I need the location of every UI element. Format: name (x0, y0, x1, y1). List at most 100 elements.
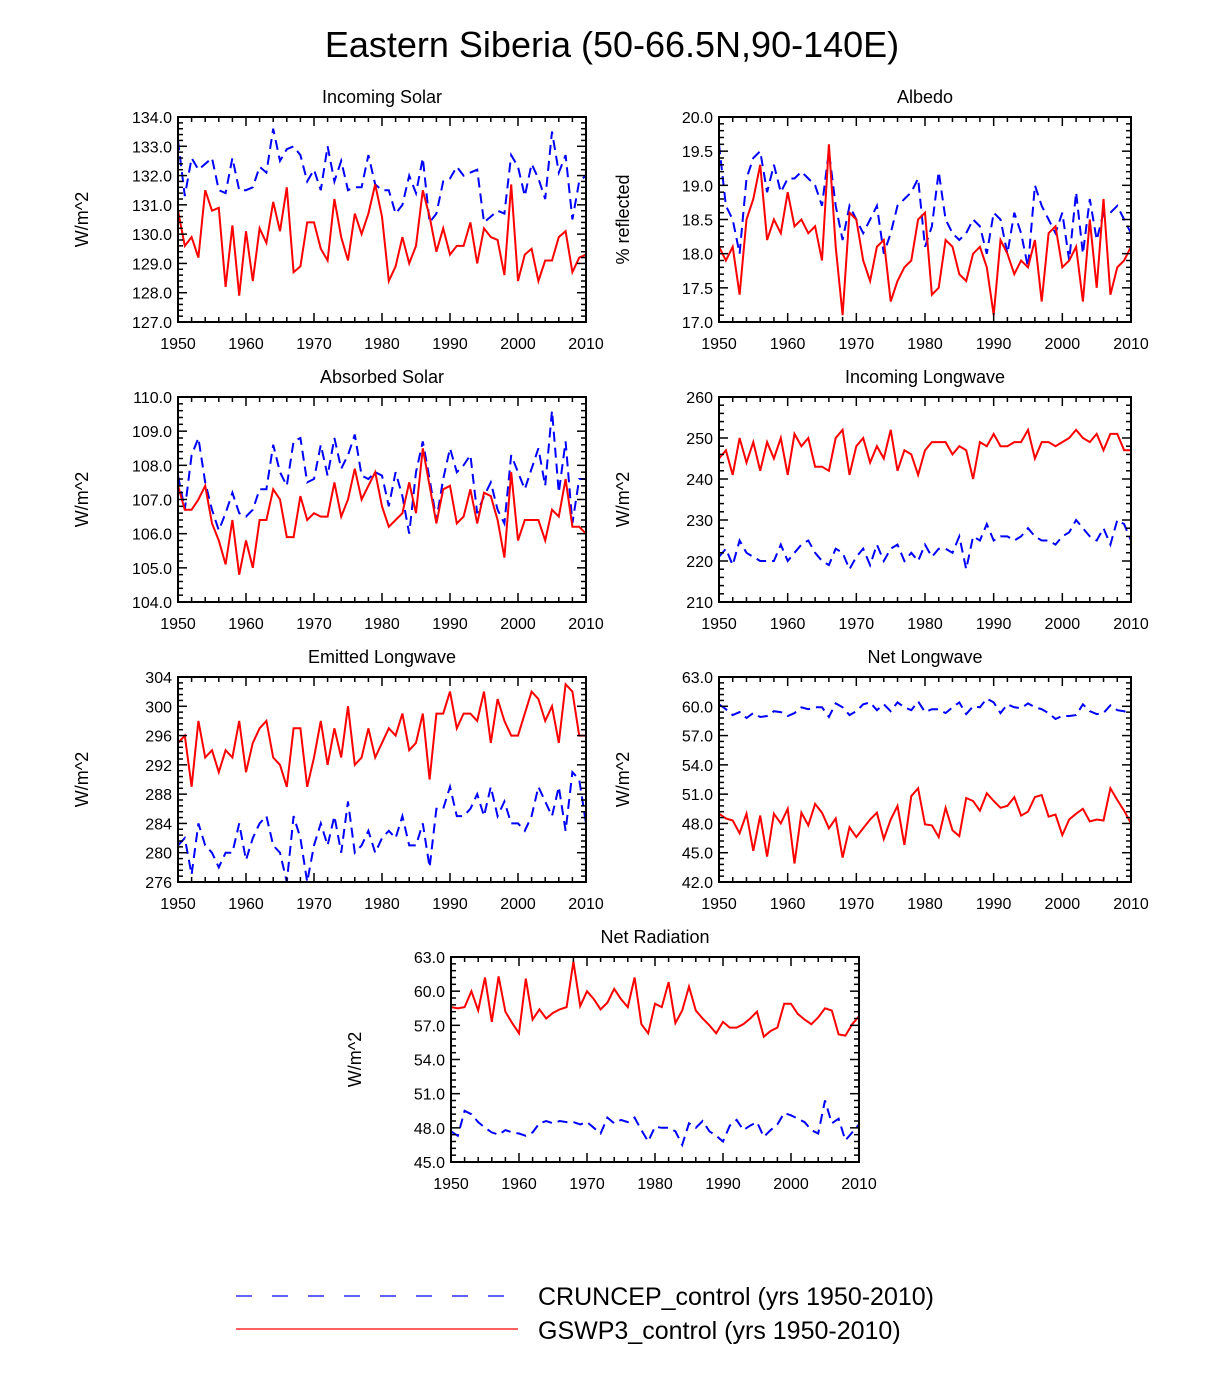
x-tick-label: 1990 (976, 616, 1012, 633)
y-tick-label: 230 (686, 513, 713, 530)
x-tick-label: 2010 (1113, 896, 1149, 913)
y-tick-label: 54.0 (682, 758, 713, 775)
x-tick-label: 1960 (228, 336, 264, 353)
y-tick-label: 45.0 (682, 846, 713, 863)
y-tick-label: 57.0 (682, 729, 713, 746)
y-axis-label: W/m^2 (345, 1032, 365, 1087)
x-tick-label: 1970 (839, 896, 875, 913)
y-axis-label: W/m^2 (72, 192, 92, 247)
y-tick-label: 304 (145, 670, 172, 687)
x-tick-label: 2010 (1113, 616, 1149, 633)
y-axis-label: % reflected (613, 174, 633, 264)
series-line-gswp3-control (178, 448, 586, 575)
panel: 1950 1960 1970 1980 1990 2000 2010 42.0 45.0 48.0… (613, 647, 1149, 913)
y-tick-label: 60.0 (682, 699, 713, 716)
x-tick-label: 2010 (841, 1176, 877, 1193)
series-line-cruncep-control (451, 1100, 859, 1148)
panel: 1950 1960 1970 1980 1990 2000 2010 210 220 230 240… (613, 367, 1149, 633)
plot-frame (718, 676, 1132, 883)
series-line-cruncep-control (719, 144, 1131, 268)
series-line-cruncep-control (178, 128, 586, 225)
x-tick-label: 2000 (773, 1176, 809, 1193)
y-tick-label: 127.0 (132, 315, 172, 332)
y-tick-label: 276 (145, 875, 172, 892)
x-tick-label: 1960 (770, 336, 806, 353)
x-tick-label: 2010 (568, 896, 604, 913)
panel: 1950 1960 1970 1980 1990 2000 2010 104.0 105.0 10… (72, 367, 604, 633)
x-tick-label: 1980 (364, 616, 400, 633)
panel-title: Net Radiation (600, 927, 709, 947)
y-tick-label: 130.0 (132, 227, 172, 244)
y-tick-label: 110.0 (133, 390, 172, 407)
legend: CRUNCEP_control (yrs 1950-2010) GSWP3_co… (236, 1283, 934, 1345)
x-tick-label: 1950 (701, 336, 737, 353)
x-tick-label: 1980 (907, 616, 943, 633)
x-tick-label: 1990 (976, 336, 1012, 353)
y-tick-label: 51.0 (414, 1087, 445, 1104)
y-axis-label: W/m^2 (613, 752, 633, 807)
x-tick-label: 1950 (160, 336, 196, 353)
x-tick-label: 1990 (705, 1176, 741, 1193)
x-tick-label: 2010 (1113, 336, 1149, 353)
y-tick-label: 284 (145, 816, 172, 833)
x-tick-label: 1960 (770, 616, 806, 633)
x-tick-label: 1950 (433, 1176, 469, 1193)
legend-label-cruncep: CRUNCEP_control (yrs 1950-2010) (538, 1283, 934, 1311)
legend-label-gswp3: GSWP3_control (yrs 1950-2010) (538, 1317, 901, 1345)
x-tick-label: 1980 (364, 896, 400, 913)
figure-title: Eastern Siberia (50-66.5N,90-140E) (325, 24, 899, 65)
x-tick-label: 2000 (500, 896, 536, 913)
y-tick-label: 131.0 (132, 198, 172, 215)
y-tick-label: 57.0 (414, 1018, 445, 1035)
series-line-gswp3-control (178, 682, 586, 788)
y-axis-label: W/m^2 (72, 472, 92, 527)
x-tick-label: 2000 (500, 336, 536, 353)
x-tick-label: 2000 (1045, 616, 1081, 633)
y-tick-label: 19.0 (682, 178, 713, 195)
x-tick-label: 1990 (432, 896, 468, 913)
panel-title: Absorbed Solar (320, 367, 444, 387)
x-tick-label: 1950 (160, 896, 196, 913)
y-tick-label: 63.0 (414, 950, 445, 967)
y-tick-label: 280 (145, 846, 172, 863)
series-line-cruncep-control (719, 518, 1131, 572)
x-tick-label: 1970 (296, 336, 332, 353)
y-tick-label: 106.0 (132, 527, 172, 544)
x-tick-label: 1990 (976, 896, 1012, 913)
x-tick-label: 2010 (568, 616, 604, 633)
x-tick-label: 2000 (500, 616, 536, 633)
y-tick-label: 240 (686, 472, 713, 489)
x-tick-label: 1980 (907, 896, 943, 913)
plot-frame (450, 956, 860, 1163)
panel-title: Incoming Longwave (845, 367, 1005, 387)
y-tick-label: 42.0 (682, 875, 713, 892)
panel: 1950 1960 1970 1980 1990 2000 2010 17.0 17.5 18.0… (613, 87, 1149, 353)
x-tick-label: 1960 (228, 896, 264, 913)
y-axis-label: W/m^2 (72, 752, 92, 807)
panels: 1950 1960 1970 1980 1990 2000 2010 127.0 128.0 12… (72, 87, 1149, 1193)
x-tick-label: 1980 (364, 336, 400, 353)
y-tick-label: 288 (145, 787, 172, 804)
x-tick-label: 1970 (296, 616, 332, 633)
series-line-gswp3-control (719, 785, 1131, 864)
x-tick-label: 1960 (228, 616, 264, 633)
x-tick-label: 1980 (907, 336, 943, 353)
x-tick-label: 1960 (770, 896, 806, 913)
panel-title: Albedo (897, 87, 953, 107)
x-tick-label: 1970 (839, 616, 875, 633)
x-tick-label: 1950 (701, 616, 737, 633)
y-tick-label: 128.0 (132, 286, 172, 303)
y-tick-label: 129.0 (132, 256, 172, 273)
y-tick-label: 104.0 (132, 595, 172, 612)
y-tick-label: 54.0 (414, 1053, 445, 1070)
series-line-gswp3-control (178, 184, 586, 296)
y-tick-label: 132.0 (132, 169, 172, 186)
series-line-cruncep-control (178, 410, 586, 534)
y-tick-label: 292 (145, 758, 172, 775)
x-tick-label: 1980 (637, 1176, 673, 1193)
x-tick-label: 2000 (1045, 896, 1081, 913)
series-line-gswp3-control (451, 961, 859, 1039)
y-tick-label: 250 (686, 431, 713, 448)
y-tick-label: 220 (686, 554, 713, 571)
x-tick-label: 1950 (160, 616, 196, 633)
